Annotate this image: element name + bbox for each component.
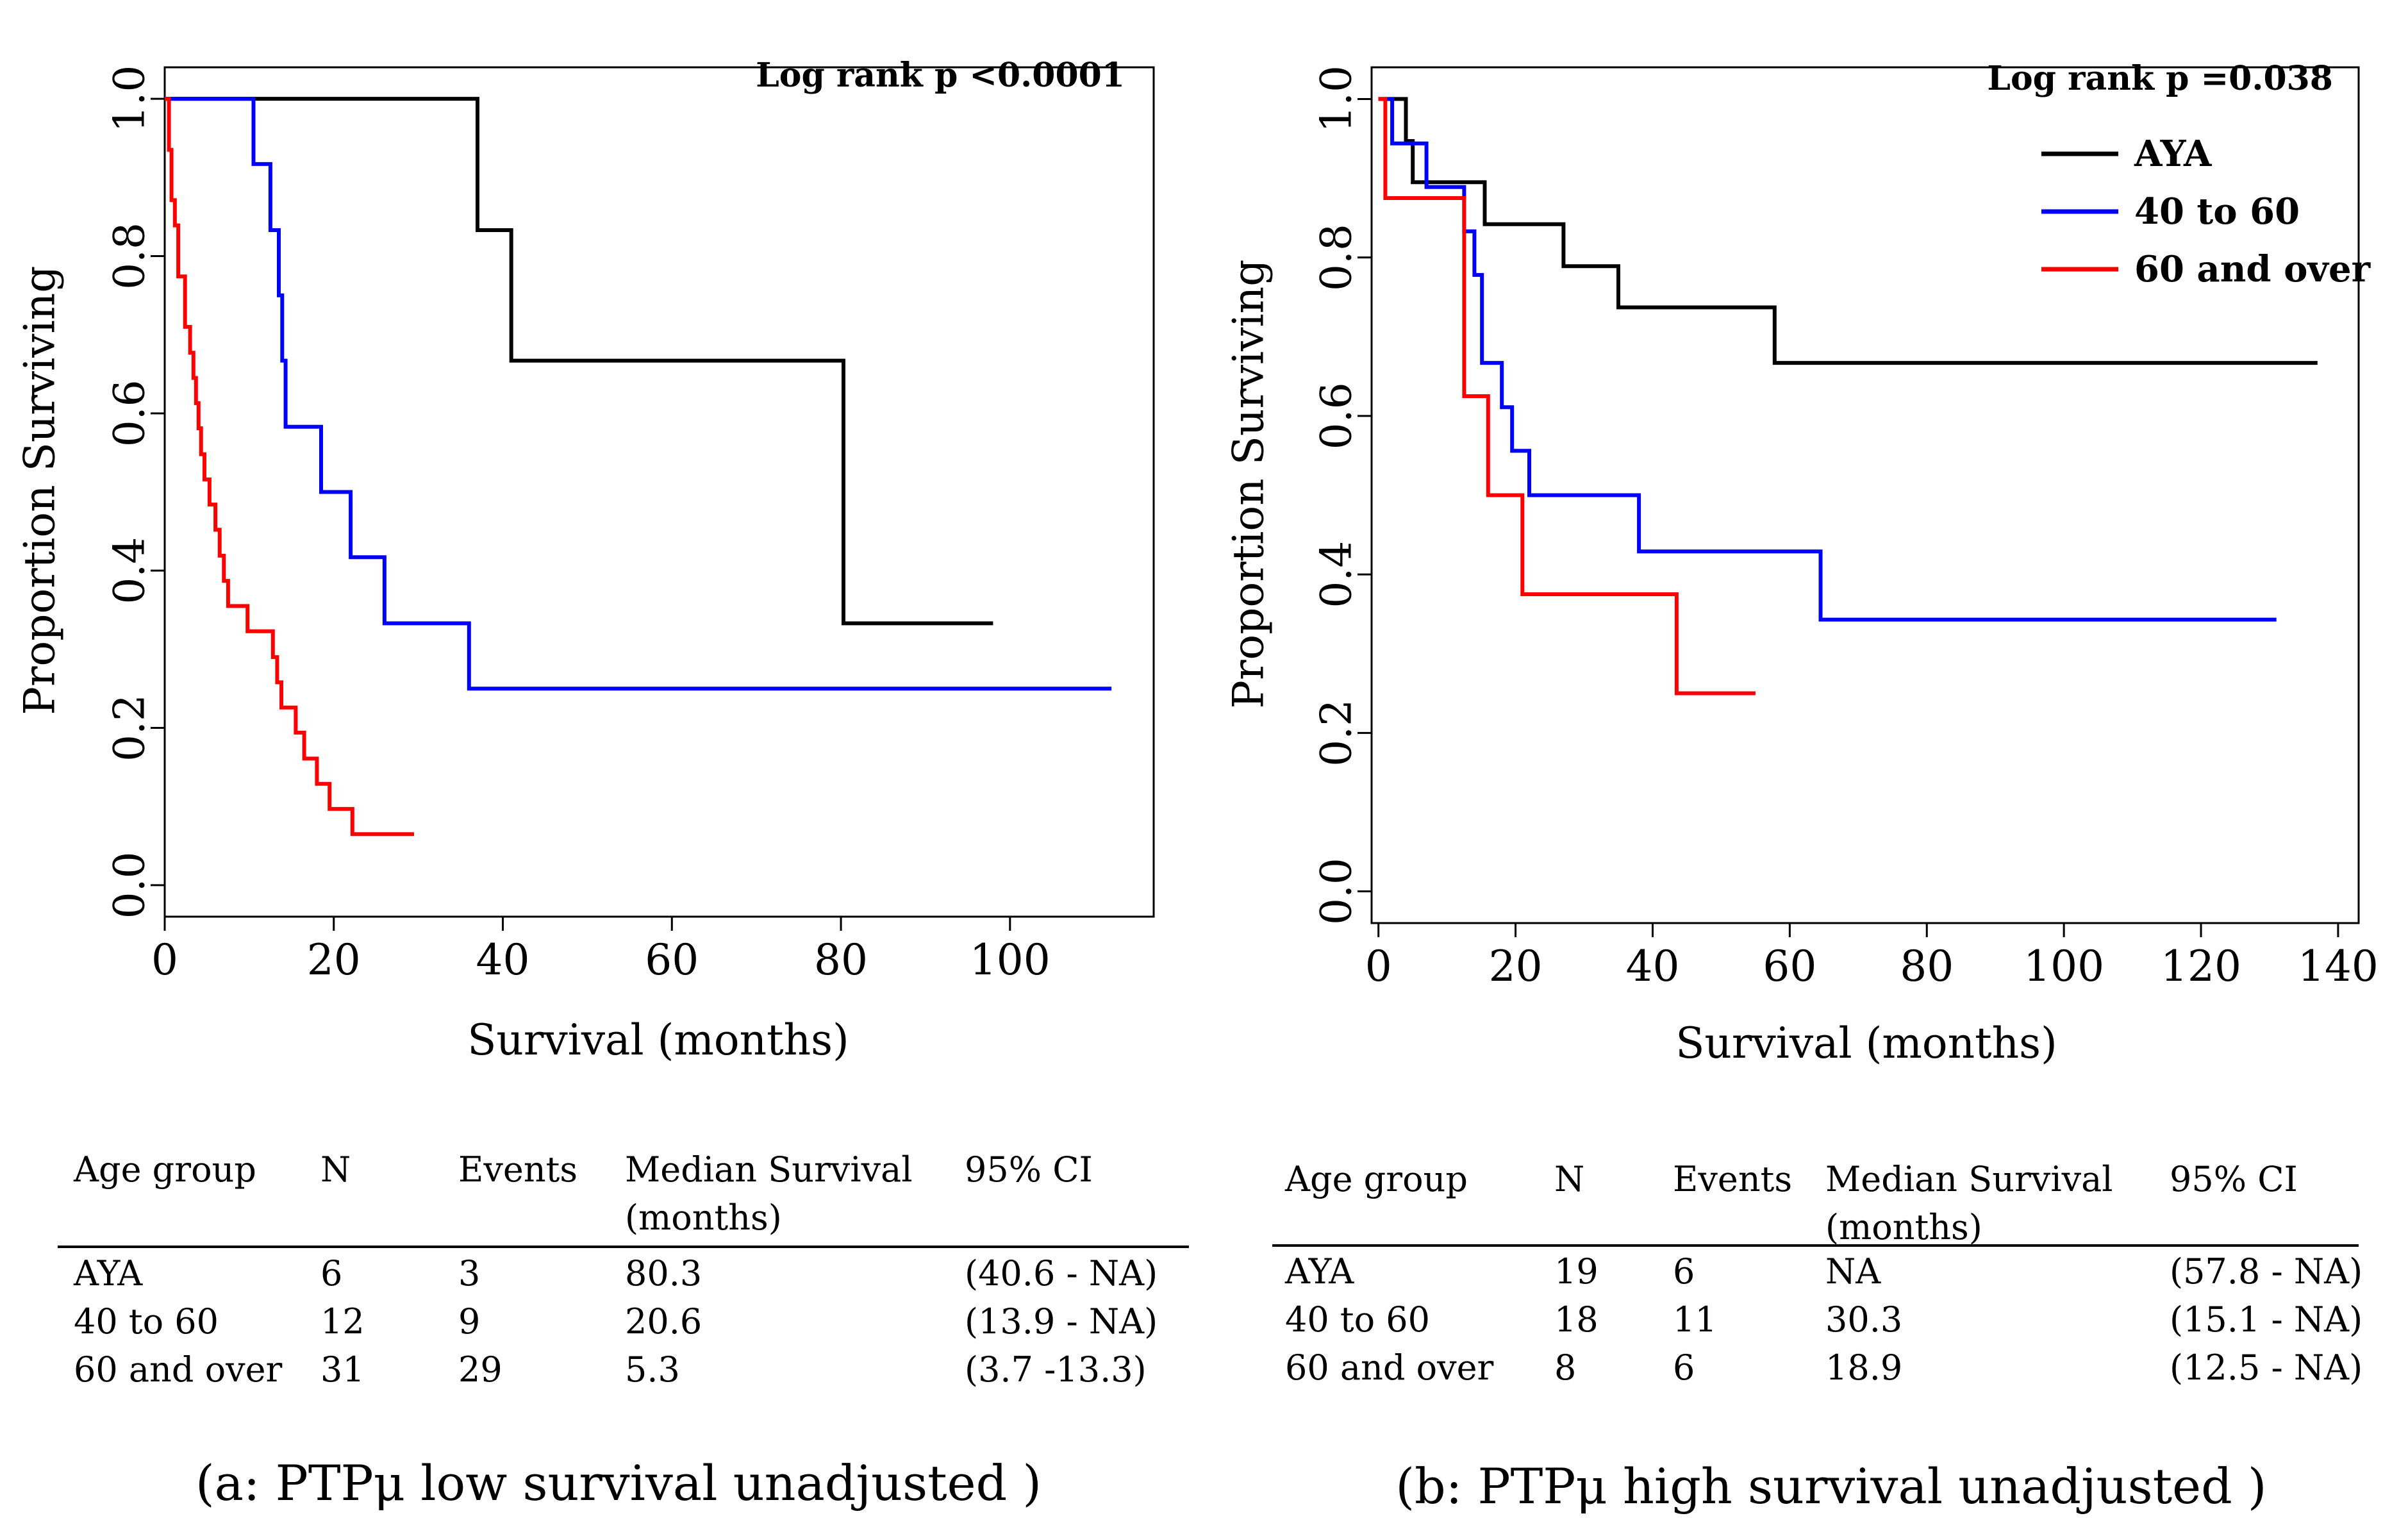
- table-header: N: [320, 1149, 351, 1190]
- x-tick-label: 140: [2298, 942, 2379, 991]
- y-axis-title: Proportion Surviving: [15, 266, 65, 715]
- table-cell: 18.9: [1825, 1347, 1902, 1388]
- table-header: Age group: [73, 1149, 256, 1190]
- table-cell: 6: [320, 1253, 342, 1294]
- y-tick-label: 0.2: [105, 694, 154, 762]
- y-tick-label: 0.4: [1312, 541, 1361, 608]
- x-tick-label: 60: [645, 935, 699, 985]
- table-header: Age group: [1284, 1159, 1468, 1199]
- table-row: AYA 19 6 NA (57.8 - NA): [1284, 1251, 2362, 1292]
- y-tick-label: 0.0: [1312, 858, 1361, 925]
- y-tick-label: 1.0: [105, 65, 154, 133]
- x-tick-label: 120: [2161, 942, 2241, 991]
- table-row: AYA 6 3 80.3 (40.6 - NA): [73, 1253, 1158, 1294]
- table-cell: 40 to 60: [1285, 1299, 1430, 1340]
- legend-label: 40 to 60: [2134, 190, 2300, 233]
- table-cell: NA: [1825, 1251, 1881, 1292]
- x-tick-label: 20: [307, 935, 361, 985]
- plot-frame: [163, 66, 1155, 918]
- km-panel-a: 0.0 0.2 0.4 0.6 0.8 1.0 0 20 40 60 80 100 Proportion…: [15, 56, 1189, 1512]
- table-cell: 11: [1673, 1299, 1717, 1340]
- summary-table: Age group N Events Median Survival 95% CI (mo…: [58, 1149, 1189, 1390]
- y-tick-label: 0.2: [1312, 699, 1361, 767]
- table-cell: 12: [320, 1301, 365, 1342]
- legend-label: AYA: [2134, 133, 2213, 175]
- table-cell: (15.1 - NA): [2170, 1299, 2362, 1340]
- y-axis-title: Proportion Surviving: [1224, 260, 1274, 709]
- y-tick-label: 0.4: [105, 537, 154, 604]
- x-tick-label: 0: [151, 935, 178, 985]
- table-cell: (57.8 - NA): [2170, 1251, 2362, 1292]
- table-header: 95% CI: [2170, 1159, 2298, 1199]
- table-cell: 60 and over: [1285, 1347, 1494, 1388]
- y-tick-label: 0.0: [105, 851, 154, 919]
- table-cell: 19: [1554, 1251, 1598, 1292]
- table-cell: 30.3: [1825, 1299, 1902, 1340]
- survival-curve-60-and-over: [165, 97, 414, 837]
- table-cell: 18: [1554, 1299, 1598, 1340]
- table-cell: 31: [320, 1349, 365, 1390]
- table-row: 60 and over 31 29 5.3 (3.7 -13.3): [74, 1349, 1147, 1390]
- km-panel-b: 0.0 0.2 0.4 0.6 0.8 1.0 0 20 40 60 80 100 120 140 Prop…: [1224, 59, 2379, 1515]
- table-cell: (12.5 - NA): [2170, 1347, 2362, 1388]
- table-cell: 3: [458, 1253, 480, 1294]
- table-cell: (3.7 -13.3): [965, 1349, 1147, 1390]
- y-tick-label: 0.8: [105, 222, 154, 290]
- table-cell: (40.6 - NA): [965, 1253, 1158, 1294]
- y-tick-label: 1.0: [1312, 65, 1361, 133]
- table-header-sub: (months): [625, 1197, 782, 1238]
- x-tick-label: 40: [476, 935, 530, 985]
- x-tick-label: 100: [2023, 942, 2104, 991]
- y-tick-label: 0.8: [1312, 224, 1361, 291]
- table-header-sub: (months): [1825, 1207, 1982, 1247]
- plot-frame: [1370, 66, 2360, 924]
- x-tick-label: 20: [1489, 942, 1543, 991]
- table-cell: 40 to 60: [74, 1301, 219, 1342]
- table-cell: 80.3: [625, 1253, 702, 1294]
- panel-caption: (b: PTPμ high survival unadjusted ): [1395, 1458, 2266, 1515]
- table-header: Events: [458, 1149, 577, 1190]
- x-tick-label: 100: [970, 935, 1050, 985]
- x-tick-label: 80: [814, 935, 868, 985]
- table-cell: AYA: [1284, 1251, 1354, 1292]
- table-header: Events: [1673, 1159, 1792, 1199]
- table-cell: 9: [458, 1301, 480, 1342]
- table-cell: 20.6: [625, 1301, 702, 1342]
- logrank-annotation: Log rank p <0.0001: [756, 56, 1125, 95]
- table-cell: AYA: [73, 1253, 143, 1294]
- legend-label: 60 and over: [2134, 248, 2371, 290]
- table-row: 40 to 60 18 11 30.3 (15.1 - NA): [1285, 1299, 2362, 1340]
- logrank-annotation: Log rank p =0.038: [1987, 59, 2333, 98]
- x-tick-label: 40: [1625, 942, 1679, 991]
- x-tick-label: 0: [1365, 942, 1392, 991]
- x-axis-title: Survival (months): [1675, 1019, 2057, 1068]
- survival-curve-60-and-over: [1378, 97, 1756, 696]
- table-header: Median Survival: [625, 1149, 913, 1190]
- survival-curve-40-to-60: [165, 97, 1112, 691]
- table-row: 60 and over 8 6 18.9 (12.5 - NA): [1285, 1347, 2362, 1388]
- table-header: 95% CI: [965, 1149, 1093, 1190]
- table-header: Median Survival: [1825, 1159, 2113, 1199]
- x-tick-label: 80: [1900, 942, 1954, 991]
- table-header: N: [1554, 1159, 1584, 1199]
- x-tick-label: 60: [1763, 942, 1816, 991]
- table-cell: 6: [1673, 1347, 1695, 1388]
- table-cell: 60 and over: [74, 1349, 283, 1390]
- survival-curve-aya: [1378, 97, 2318, 365]
- table-cell: 8: [1554, 1347, 1576, 1388]
- y-tick-label: 0.6: [105, 379, 154, 447]
- survival-curve-aya: [165, 97, 993, 626]
- panel-caption: (a: PTPμ low survival unadjusted ): [195, 1454, 1042, 1512]
- table-cell: 6: [1673, 1251, 1695, 1292]
- x-axis-title: Survival (months): [467, 1015, 849, 1065]
- table-cell: 29: [458, 1349, 502, 1390]
- table-cell: 5.3: [625, 1349, 680, 1390]
- summary-table: Age group N Events Median Survival 95% CI (mo…: [1272, 1159, 2362, 1388]
- survival-curve-40-to-60: [1378, 97, 2277, 622]
- table-cell: (13.9 - NA): [965, 1301, 1158, 1342]
- y-tick-label: 0.6: [1312, 382, 1361, 449]
- table-row: 40 to 60 12 9 20.6 (13.9 - NA): [74, 1301, 1158, 1342]
